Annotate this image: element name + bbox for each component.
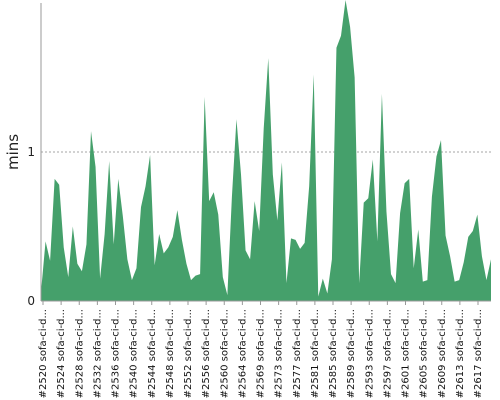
x-tick-label-17: #2589 sofa-ci-d... [346,309,357,398]
x-tick-label-9: #2556 sofa-ci-d... [201,309,212,398]
x-tick-label-24: #2617 sofa-ci-d... [473,309,484,398]
x-tick-label-1: #2524 sofa-ci-d... [56,309,67,398]
x-tick-label-3: #2532 sofa-ci-d... [92,309,103,398]
x-tick-label-14: #2577 sofa-ci-d... [292,309,303,398]
x-tick-label-11: #2564 sofa-ci-d... [237,309,248,398]
x-tick-label-15: #2581 sofa-ci-d... [310,309,321,398]
x-tick-label-0: #2520 sofa-ci-d... [38,309,49,398]
x-ticks: #2520 sofa-ci-d... #2524 sofa-ci-d... #252… [38,301,484,398]
x-tick-label-19: #2597 sofa-ci-d... [382,309,393,398]
x-tick-label-16: #2585 sofa-ci-d... [328,309,339,398]
x-tick-label-22: #2609 sofa-ci-d... [437,309,448,398]
x-tick-label-8: #2552 sofa-ci-d... [183,309,194,398]
x-tick-label-6: #2544 sofa-ci-d... [147,309,158,398]
x-tick-label-12: #2569 sofa-ci-d... [256,309,267,398]
y-ticks: 01 [27,145,35,308]
x-tick-label-18: #2593 sofa-ci-d... [364,309,375,398]
y-axis-label: mins [4,134,22,170]
x-tick-label-10: #2560 sofa-ci-d... [219,309,230,398]
x-tick-label-13: #2573 sofa-ci-d... [274,309,285,398]
x-tick-label-2: #2528 sofa-ci-d... [74,309,85,398]
y-tick-label-1: 1 [27,145,35,159]
x-tick-label-21: #2605 sofa-ci-d... [419,309,430,398]
x-tick-label-4: #2536 sofa-ci-d... [111,309,122,398]
x-tick-label-23: #2613 sofa-ci-d... [455,309,466,398]
y-tick-label-0: 0 [27,294,35,308]
x-tick-label-7: #2548 sofa-ci-d... [165,309,176,398]
x-tick-label-5: #2540 sofa-ci-d... [129,309,140,398]
x-tick-label-20: #2601 sofa-ci-d... [401,309,412,398]
series-area [41,0,491,302]
